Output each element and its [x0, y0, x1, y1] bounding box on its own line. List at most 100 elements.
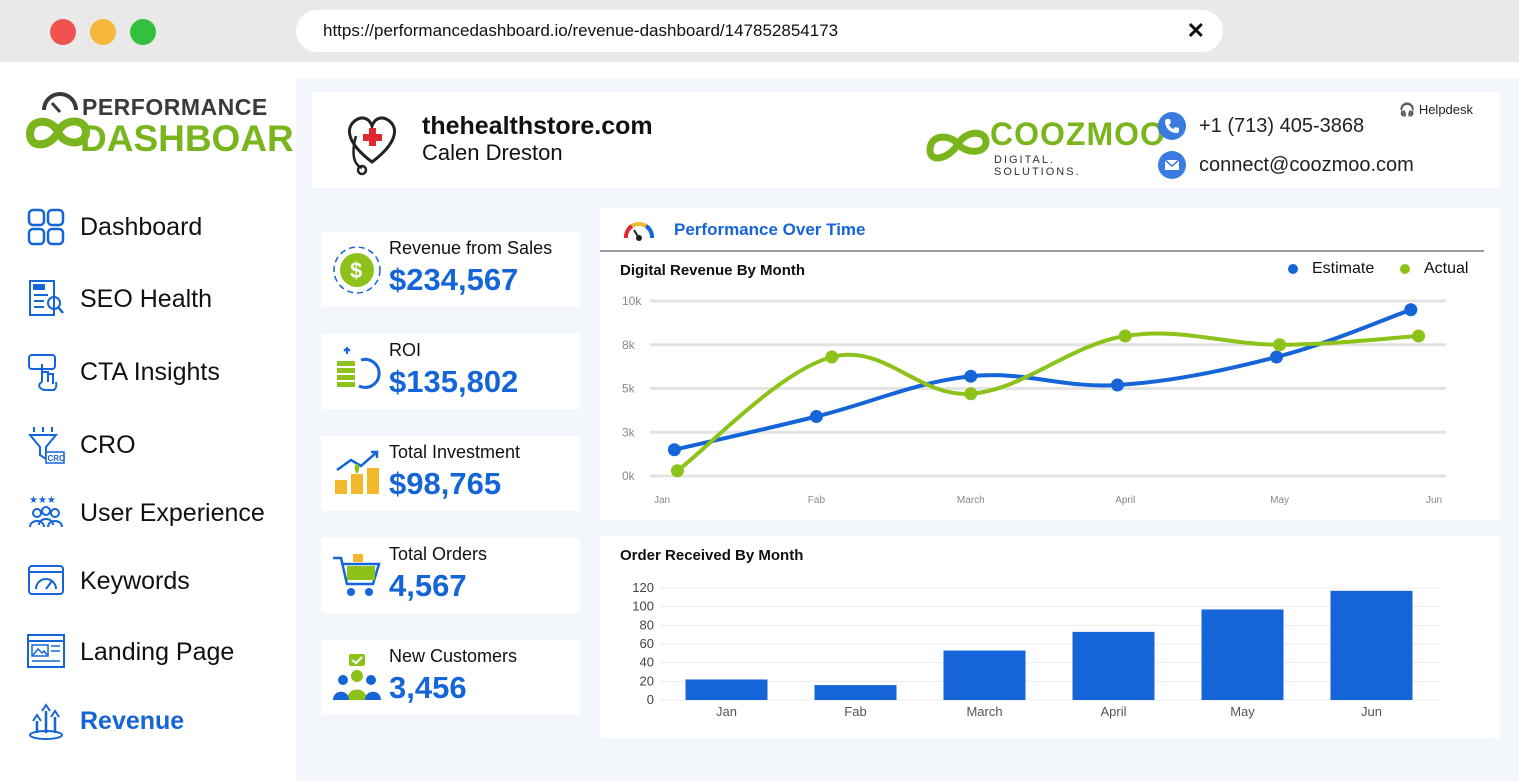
data-point-estimate — [964, 369, 978, 383]
coozmoo-infinity-icon — [926, 129, 990, 162]
legend-swatch — [1288, 264, 1298, 274]
y-tick-label: 5k — [622, 382, 636, 396]
store-header: thehealthstore.com Calen Dreston COOZMOO… — [312, 92, 1500, 188]
digital-revenue-line-chart: 0k 3k 5k 8k 10k Jan Fab March April May Jun — [622, 294, 1446, 506]
url-text[interactable]: https://performancedashboard.io/revenue-… — [323, 21, 839, 40]
data-point-estimate — [1110, 378, 1124, 392]
data-point-estimate — [1404, 303, 1418, 317]
y-tick-label: 80 — [640, 617, 654, 632]
phone-contact[interactable]: +1 (713) 405-3868 — [1158, 112, 1364, 140]
x-tick-label: Fab — [808, 495, 826, 506]
bar-april — [1072, 631, 1155, 700]
bar-jun — [1330, 590, 1413, 700]
email-contact[interactable]: connect@coozmoo.com — [1158, 151, 1414, 179]
kpi-card-revenue: $ Revenue from Sales $234,567 — [321, 232, 580, 307]
sidebar-item-keywords[interactable]: Keywords — [26, 561, 190, 601]
sidebar-item-user-experience[interactable]: ★★★ User Experience — [26, 493, 265, 533]
kpi-card-roi: ROI $135,802 — [321, 334, 580, 409]
x-tick-label: March — [957, 495, 985, 506]
phone-number[interactable]: +1 (713) 405-3868 — [1199, 114, 1365, 137]
performance-dashboard-logo[interactable]: PERFORMANCE DASHBOARD — [22, 90, 321, 160]
sidebar-item-cro[interactable]: CRO CRO — [26, 425, 136, 465]
store-owner: Calen Dreston — [422, 140, 563, 165]
svg-text:CRO: CRO — [48, 454, 66, 463]
kpi-label: Revenue from Sales — [389, 238, 553, 258]
performance-title: Performance Over Time — [674, 220, 866, 239]
x-tick-label: May — [1230, 704, 1255, 719]
logo-text-bottom: DASHBOARD — [80, 118, 321, 159]
close-icon[interactable]: ✕ — [1186, 18, 1205, 43]
sidebar-item-landing-page[interactable]: Landing Page — [26, 632, 234, 672]
store-name: thehealthstore.com — [422, 112, 653, 140]
data-point-estimate — [667, 443, 681, 457]
line-chart-title: Digital Revenue By Month — [620, 262, 806, 279]
kpi-value: 4,567 — [389, 568, 467, 603]
window-close-dot[interactable] — [50, 19, 76, 45]
helpdesk-link[interactable]: 🎧 Helpdesk — [1399, 102, 1473, 118]
legend-label: Estimate — [1312, 260, 1375, 277]
kpi-value: $98,765 — [389, 466, 502, 501]
x-tick-label: May — [1270, 495, 1289, 506]
y-tick-label: 40 — [640, 655, 654, 670]
speedometer-icon — [623, 222, 655, 241]
series-line-actual — [675, 331, 1421, 473]
bar-march — [943, 650, 1026, 700]
coozmoo-tagline: DIGITAL. SOLUTIONS. — [994, 154, 1081, 178]
data-point-actual — [1118, 329, 1132, 343]
investment-growth-icon — [335, 450, 379, 494]
phone-icon — [1158, 112, 1186, 140]
main-content: thehealthstore.com Calen Dreston COOZMOO… — [296, 78, 1519, 781]
bar-may — [1201, 609, 1284, 700]
y-tick-label: 8k — [622, 338, 636, 352]
window-minimize-dot[interactable] — [90, 19, 116, 45]
y-tick-label: 10k — [622, 294, 642, 308]
sidebar-item-seo-health[interactable]: SEO Health — [26, 279, 212, 319]
y-tick-label: 60 — [640, 636, 654, 651]
funnel-cro-icon: CRO — [27, 427, 66, 464]
email-address[interactable]: connect@coozmoo.com — [1199, 153, 1414, 176]
legend-label: Actual — [1424, 260, 1469, 277]
data-point-actual — [1273, 338, 1287, 352]
x-tick-label: April — [1100, 704, 1126, 719]
window-maximize-dot[interactable] — [130, 19, 156, 45]
x-tick-label: Jan — [654, 495, 670, 506]
dollar-coin-icon: $ — [333, 246, 381, 294]
sidebar-item-revenue[interactable]: Revenue — [26, 701, 184, 741]
address-bar[interactable]: https://performancedashboard.io/revenue-… — [296, 10, 1223, 52]
landing-page-icon — [27, 634, 65, 668]
gauge-window-icon — [28, 565, 64, 595]
sidebar-item-label: Revenue — [80, 706, 185, 735]
sidebar-item-label: CRO — [80, 430, 136, 459]
kpi-label: Total Orders — [389, 544, 488, 564]
data-point-actual — [1412, 329, 1426, 343]
helpdesk-label: Helpdesk — [1418, 102, 1474, 117]
users-stars-icon: ★★★ — [29, 495, 63, 528]
sidebar-item-cta-insights[interactable]: CTA Insights — [26, 352, 220, 392]
kpi-label: New Customers — [389, 646, 518, 666]
x-tick-label: Jun — [1361, 704, 1382, 719]
coozmoo-wordmark: COOZMOO — [990, 116, 1166, 152]
bar-jan — [685, 679, 768, 700]
logo-text-top: PERFORMANCE — [82, 94, 268, 120]
coins-return-icon — [337, 346, 381, 389]
sidebar-item-label: CTA Insights — [80, 357, 220, 386]
kpi-card-investment: Total Investment $98,765 — [321, 436, 580, 511]
orders-received-card: Order Received By Month 0 20 40 60 80 100 120 J… — [600, 536, 1500, 738]
data-point-estimate — [809, 410, 823, 423]
legend-swatch — [1400, 264, 1410, 274]
data-point-actual — [825, 350, 839, 364]
sidebar-item-dashboard[interactable]: Dashboard — [26, 207, 202, 247]
x-tick-label: Fab — [844, 704, 866, 719]
performance-over-time-card: Performance Over Time Digital Revenue By… — [600, 208, 1500, 520]
y-tick-label: 120 — [632, 580, 654, 595]
y-tick-label: 0 — [647, 692, 654, 707]
legend-actual: Actual — [1400, 260, 1468, 278]
sidebar-item-label: Dashboard — [80, 212, 203, 241]
data-point-actual — [670, 464, 684, 478]
sidebar: PERFORMANCE DASHBOARD Dashboard SEO Heal… — [0, 62, 321, 781]
seo-document-icon — [29, 280, 64, 316]
kpi-card-orders: Total Orders 4,567 — [321, 538, 580, 613]
sidebar-item-label: Keywords — [80, 566, 190, 595]
y-tick-label: 20 — [640, 673, 654, 688]
headset-icon: 🎧 — [1399, 102, 1416, 117]
